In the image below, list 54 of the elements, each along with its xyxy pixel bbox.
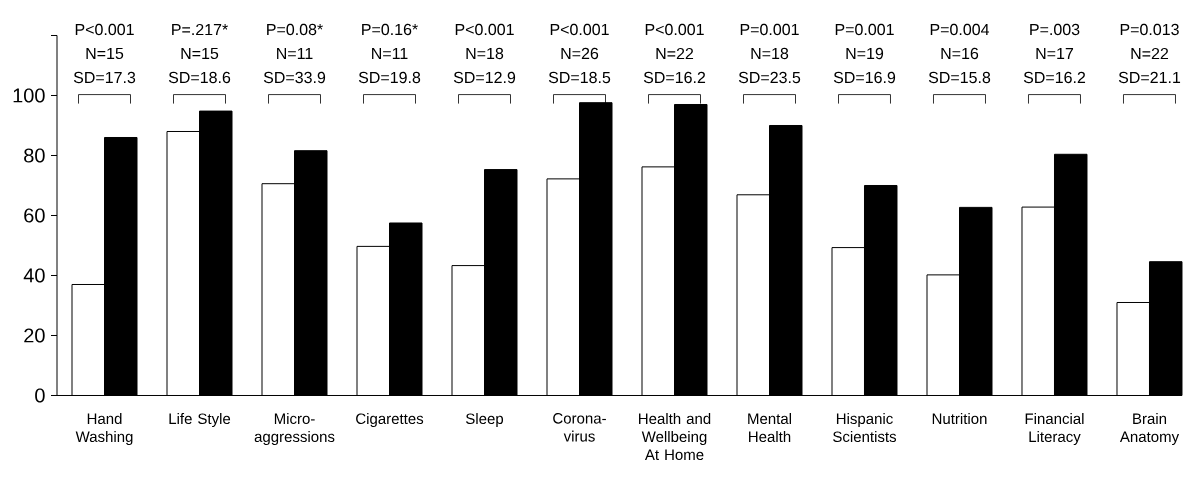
y-tick-label: 60 (24, 208, 45, 223)
annotation: SD=16.2 (643, 71, 706, 84)
text: P=0.16* (362, 23, 418, 36)
text: P=0.001 (740, 23, 799, 36)
annotation: N=26 (561, 47, 599, 60)
x-tick-label: Cigarettes (356, 413, 424, 427)
annotation: N=18 (466, 47, 504, 60)
annotation: SD=33.9 (263, 71, 326, 84)
y-tick-label: 0 (35, 388, 45, 403)
text: P=0.001 (835, 23, 894, 36)
annotation: SD=15.8 (928, 71, 991, 84)
y-tick-label: 20 (24, 328, 45, 343)
x-tick-label: Sleep (466, 413, 504, 427)
annotation: N=22 (1131, 47, 1169, 60)
x-tick-label: Life Style (169, 413, 231, 427)
text: P=0.013 (1120, 23, 1179, 36)
annotation: SD=19.8 (358, 71, 421, 84)
annotation: N=19 (846, 47, 884, 60)
text: P=0.004 (930, 23, 990, 36)
annotation: SD=17.3 (73, 71, 136, 84)
x-tick-label: Health and Wellbeing At Home (639, 413, 711, 461)
annotation: N=15 (86, 47, 124, 60)
annotation: SD=18.6 (168, 71, 231, 84)
annotation: N=22 (656, 47, 694, 60)
annotation: N=15 (181, 47, 219, 60)
annotation: SD=12.9 (453, 71, 516, 84)
text: P=0.08* (267, 23, 323, 36)
y-tick-label: 40 (23, 268, 45, 283)
text: P<0.001 (550, 23, 609, 36)
annotation: SD=16.9 (833, 71, 896, 84)
x-tick-label: Corona-virus (553, 413, 606, 442)
x-tick-label: Financial Literacy (1025, 413, 1084, 445)
x-tick-label: Micro-aggressions (254, 413, 335, 445)
x-tick-label: Hand Washing (75, 413, 133, 445)
annotation: N=16 (941, 47, 979, 60)
text: P<0.001 (75, 23, 134, 36)
annotation: SD=18.5 (548, 71, 611, 84)
annotation: SD=23.5 (738, 71, 801, 84)
annotation: N=11 (372, 47, 408, 59)
text: P=.003 (1030, 23, 1080, 36)
annotation: N=11 (277, 47, 313, 59)
x-tick-label: Brain Anatomy (1119, 413, 1180, 445)
annotation: N=18 (751, 47, 789, 60)
x-tick-label: Mental Health (748, 413, 791, 443)
y-tick-label: 100 (13, 88, 45, 103)
text: P=.217* (172, 23, 228, 36)
x-tick-label: Hispanic Scientists (833, 413, 897, 443)
annotation: SD=16.2 (1023, 71, 1086, 84)
x-tick-label: Nutrition (932, 413, 987, 425)
annotation: SD=21.1 (1118, 71, 1181, 84)
annotation: N=17 (1036, 47, 1074, 59)
text: P<0.001 (455, 23, 514, 36)
text: P<0.001 (645, 23, 704, 36)
y-tick-label: 80 (24, 148, 45, 163)
